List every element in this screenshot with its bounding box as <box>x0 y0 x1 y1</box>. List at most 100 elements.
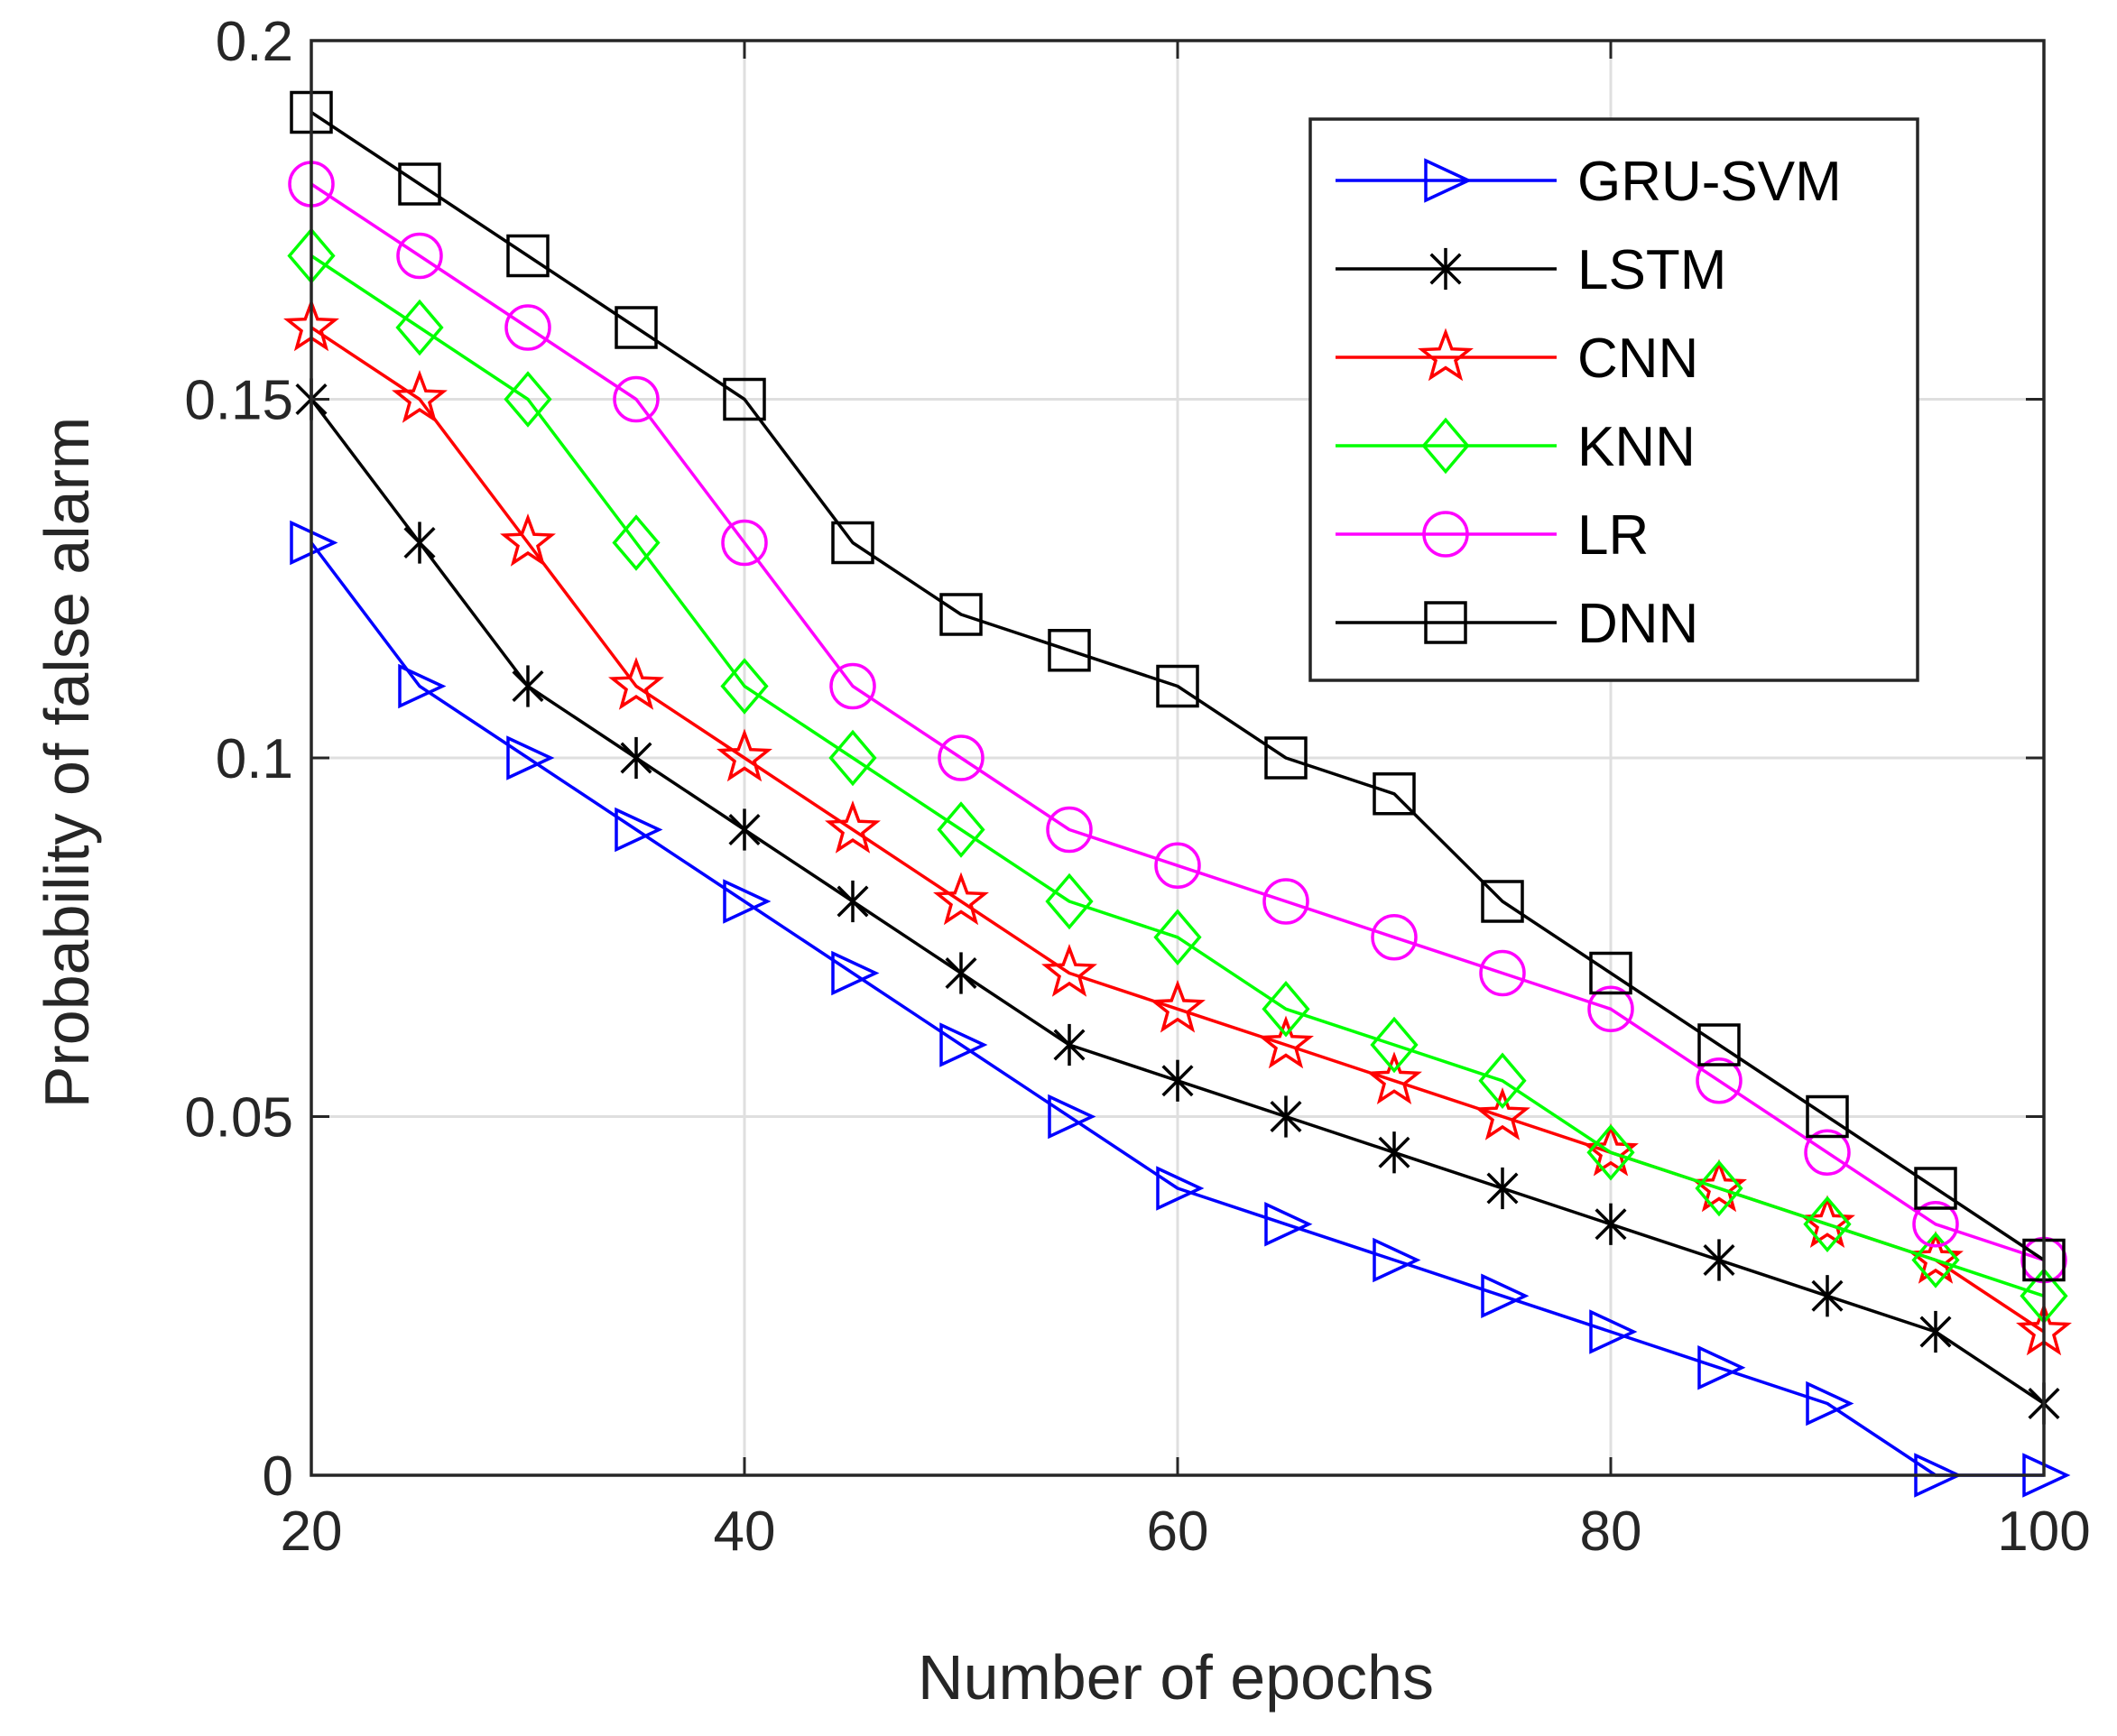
data-point <box>939 593 983 636</box>
data-point <box>1703 1239 1735 1281</box>
data-point <box>1378 1131 1410 1174</box>
data-point <box>1262 980 1310 1038</box>
x-axis-label: Number of epochs <box>918 1642 1434 1713</box>
data-point <box>608 656 664 710</box>
legend-entry: LR <box>1336 504 1649 567</box>
data-point <box>1262 878 1309 925</box>
data-point <box>620 736 652 780</box>
legend-entry: CNN <box>1336 328 1698 390</box>
data-point <box>1046 806 1093 854</box>
legend-entry: DNN <box>1336 593 1698 655</box>
data-point <box>1589 1309 1638 1354</box>
y-tick-label: 0.05 <box>184 1087 293 1150</box>
data-point <box>945 952 977 994</box>
data-point <box>1264 1202 1313 1247</box>
data-point <box>615 807 663 853</box>
data-point <box>1258 1015 1314 1069</box>
data-point <box>506 234 550 278</box>
data-point <box>1161 1059 1194 1102</box>
asterisk-stroke <box>1486 1172 1519 1205</box>
legend-label: LR <box>1577 504 1649 567</box>
data-point <box>1799 1195 1855 1249</box>
legend-marker <box>1424 158 1473 203</box>
x-tick-label: 40 <box>714 1501 776 1563</box>
data-point <box>1811 1275 1844 1317</box>
data-point <box>937 801 985 858</box>
data-point <box>1264 736 1308 780</box>
data-point <box>825 799 881 854</box>
data-point <box>615 306 658 349</box>
data-point <box>1373 1237 1421 1283</box>
data-point <box>1371 914 1418 961</box>
x-tick-label: 80 <box>1580 1501 1642 1563</box>
x-tick-label: 60 <box>1147 1501 1209 1563</box>
data-point <box>1150 979 1206 1033</box>
asterisk-stroke <box>1429 253 1462 285</box>
asterisk-stroke <box>1811 1279 1844 1312</box>
asterisk-stroke <box>1053 1029 1086 1061</box>
asterisk-stroke <box>945 956 977 990</box>
data-point <box>1806 1094 1849 1139</box>
data-point <box>723 879 772 924</box>
legend-marker <box>1418 328 1474 382</box>
data-point <box>1914 1167 1957 1210</box>
data-point <box>504 304 551 351</box>
data-point <box>1053 1023 1086 1067</box>
data-point <box>392 369 448 423</box>
data-point <box>828 729 877 787</box>
data-point <box>1270 1095 1302 1138</box>
legend-label: LSTM <box>1577 239 1726 301</box>
legend-label: KNN <box>1577 416 1696 478</box>
data-point <box>1691 1159 1747 1213</box>
series-gru-svm <box>290 520 2071 1498</box>
data-point <box>721 519 768 567</box>
data-point <box>1479 949 1526 997</box>
data-point <box>1373 772 1416 816</box>
data-point <box>1696 1057 1743 1104</box>
asterisk-stroke <box>620 742 652 774</box>
data-point <box>1154 842 1201 889</box>
data-point <box>613 375 660 423</box>
data-point <box>829 662 876 710</box>
data-point <box>512 665 544 707</box>
legend-entry: KNN <box>1336 416 1696 478</box>
asterisk-stroke <box>1703 1243 1735 1277</box>
legend-marker <box>1424 601 1467 644</box>
data-point <box>1589 951 1632 995</box>
data-point <box>1478 1052 1527 1110</box>
asterisk-stroke <box>1270 1100 1302 1133</box>
data-point <box>1366 1051 1422 1105</box>
tick-labels: 20 40 60 80 100 0 0.05 0.1 0.15 0.2 <box>184 11 2090 1563</box>
data-point <box>1595 1203 1627 1245</box>
y-tick-label: 0.15 <box>184 370 293 432</box>
data-point <box>1048 629 1091 672</box>
data-point <box>939 1022 988 1067</box>
data-point <box>403 522 436 564</box>
data-point <box>1697 1345 1746 1390</box>
series-line <box>310 541 2044 1477</box>
series-lstm <box>295 378 2060 1425</box>
data-point <box>506 735 555 780</box>
data-point <box>831 950 880 996</box>
data-point <box>1695 1159 1743 1217</box>
asterisk-stroke <box>1595 1208 1627 1241</box>
legend-marker <box>1421 417 1470 475</box>
data-point <box>720 658 769 715</box>
data-point <box>933 872 989 926</box>
series-line <box>310 254 2045 1297</box>
data-point <box>504 371 552 428</box>
data-point <box>1475 1086 1530 1140</box>
asterisk-stroke <box>1378 1136 1410 1168</box>
series-knn <box>287 227 2068 1325</box>
data-point <box>1583 1122 1639 1177</box>
data-point <box>837 880 869 923</box>
data-point <box>1041 943 1097 997</box>
data-point <box>1481 1273 1530 1318</box>
series-line <box>310 111 2045 1261</box>
axes <box>310 39 2046 1477</box>
legend-entry: LSTM <box>1336 239 1726 301</box>
asterisk-stroke <box>1161 1065 1194 1097</box>
data-point <box>500 512 556 567</box>
data-point <box>1908 1230 1964 1284</box>
